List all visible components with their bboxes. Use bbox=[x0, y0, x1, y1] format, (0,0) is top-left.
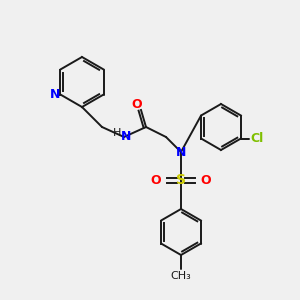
Text: N: N bbox=[50, 88, 61, 101]
Text: CH₃: CH₃ bbox=[171, 271, 191, 281]
Text: S: S bbox=[176, 173, 186, 187]
Text: O: O bbox=[201, 173, 211, 187]
Text: O: O bbox=[132, 98, 142, 110]
Text: O: O bbox=[151, 173, 161, 187]
Text: H: H bbox=[113, 128, 121, 138]
Text: N: N bbox=[176, 146, 186, 158]
Text: Cl: Cl bbox=[250, 132, 263, 145]
Text: N: N bbox=[121, 130, 131, 143]
